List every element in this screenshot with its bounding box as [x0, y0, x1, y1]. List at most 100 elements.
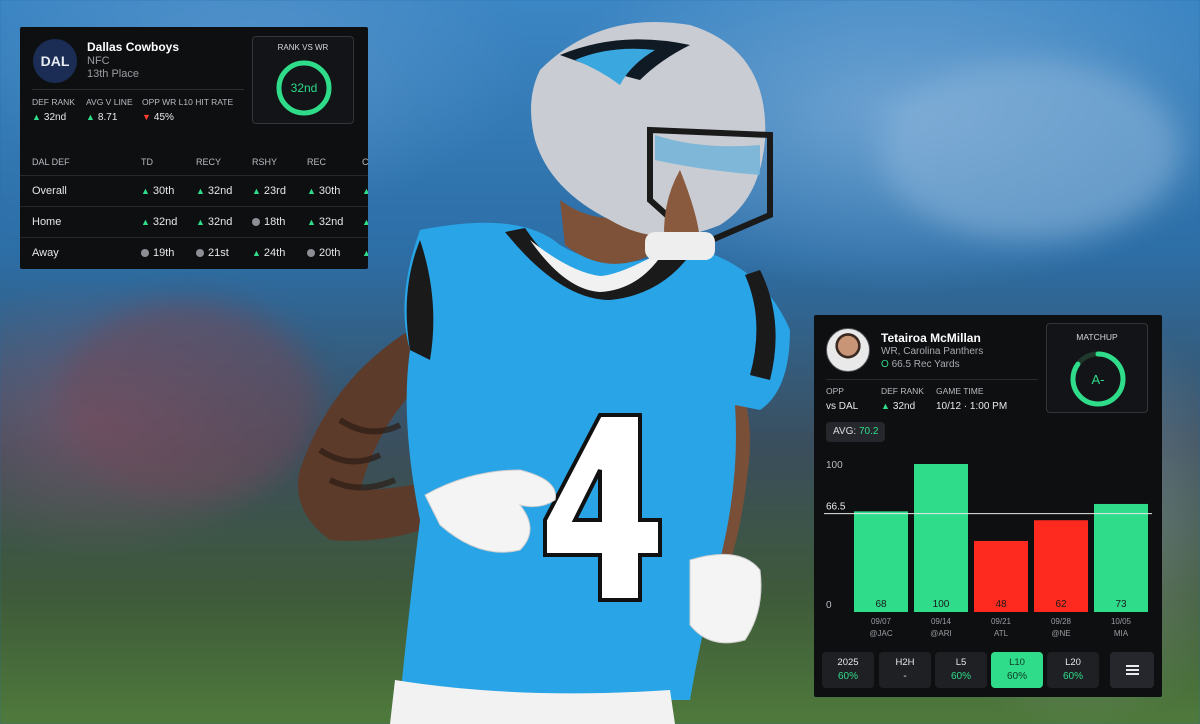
matchup-grade-card[interactable]: MATCHUP A-: [1046, 323, 1148, 413]
bar: [974, 540, 1028, 612]
prop-line: O 66.5 Rec Yards: [881, 359, 960, 370]
filter-hit-rate: -: [903, 671, 907, 682]
neutral-dot-icon: [307, 249, 315, 257]
bar-value-label: 62: [1055, 599, 1067, 610]
def-rank-label: DEF RANK: [32, 97, 75, 107]
filter-label: L10: [1009, 657, 1025, 668]
rank-cell: ▲: [362, 216, 368, 228]
prop-line-label: 66.5: [826, 502, 846, 513]
divider: [32, 89, 244, 90]
player-position-team: WR, Carolina Panthers: [881, 346, 984, 357]
filter-label: 2025: [837, 657, 859, 668]
game-time-value: 10/12 · 1:00 PM: [936, 401, 1008, 412]
rank-cell: 21st: [196, 247, 229, 259]
matchup-title: MATCHUP: [1076, 332, 1118, 342]
trend-up-icon: ▲: [196, 217, 205, 227]
row-label: Away: [32, 247, 59, 259]
rank-cell: 19th: [141, 247, 174, 259]
rank-vs-wr-card[interactable]: RANK VS WR 32nd: [252, 36, 354, 124]
rank-cell: ▲ 32nd: [196, 185, 233, 197]
table-header-recy: RECY: [196, 157, 222, 167]
matchup-grade: A-: [1092, 372, 1105, 387]
x-tick-opponent: @ARI: [930, 629, 951, 638]
menu-button[interactable]: [1110, 652, 1154, 688]
divider: [826, 379, 1038, 380]
rank-ring: 32nd: [276, 60, 332, 116]
def-rank-value: ▲ 32nd: [881, 401, 916, 412]
game-log-bar-chart: 100 0 68 09/07 @JAC 100 09/14 @ARI 48 09/21 ATL 62 0…: [824, 460, 1152, 638]
opp-hit-rate-value: ▼ 45%: [142, 112, 174, 123]
rank-cell: ▲ 30th: [307, 185, 341, 197]
x-tick-opponent: ATL: [994, 629, 1009, 638]
trend-up-icon: ▲: [32, 112, 41, 122]
trend-up-icon: ▲: [881, 401, 890, 411]
player-avatar: [826, 328, 870, 372]
trend-up-icon: ▲: [362, 248, 368, 258]
crowd-blur-left: [60, 300, 320, 500]
trend-up-icon: ▲: [252, 248, 261, 258]
team-place: 13th Place: [87, 68, 139, 80]
filter-hit-rate: 60%: [1006, 671, 1027, 682]
trend-up-icon: ▲: [252, 186, 261, 196]
neutral-dot-icon: [196, 249, 204, 257]
filter-hit-rate: 60%: [950, 671, 971, 682]
rank-cell: 20th: [307, 247, 340, 259]
rank-cell: ▲ 23rd: [252, 185, 286, 197]
bar: [854, 511, 908, 612]
bar-value-label: 48: [995, 599, 1007, 610]
filter-label: L20: [1065, 657, 1081, 668]
game-time-label: GAME TIME: [936, 386, 984, 396]
x-tick-date: 09/21: [991, 617, 1012, 626]
filter-2025[interactable]: 2025 60%: [822, 652, 874, 688]
trend-up-icon: ▲: [362, 186, 368, 196]
filter-l5[interactable]: L5 60%: [935, 652, 987, 688]
table-row: Overall ▲ 30th ▲ 32nd ▲ 23rd ▲ 30th ▲: [20, 175, 368, 206]
trend-up-icon: ▲: [86, 112, 95, 122]
table-header-rshy: RSHY: [252, 157, 278, 167]
rank-cell: ▲ 30th: [141, 185, 175, 197]
filter-hit-rate: 60%: [1062, 671, 1083, 682]
row-label: Overall: [32, 185, 67, 197]
neutral-dot-icon: [141, 249, 149, 257]
table-row: Home ▲ 32nd ▲ 32nd 18th ▲ 32nd ▲: [20, 206, 368, 237]
filter-h2h[interactable]: H2H -: [879, 652, 931, 688]
opp-hit-rate-label: OPP WR L10 HIT RATE: [142, 97, 234, 107]
bar: [1094, 503, 1148, 612]
table-header-rec: REC: [307, 157, 327, 167]
x-tick-date: 09/28: [1051, 617, 1072, 626]
def-rank-value: ▲ 32nd: [32, 112, 67, 123]
table-header-td: TD: [141, 157, 153, 167]
team-conference: NFC: [87, 55, 110, 67]
rank-card-title: RANK VS WR: [277, 43, 329, 52]
rank-ring-value: 32nd: [291, 81, 318, 95]
neutral-dot-icon: [252, 218, 260, 226]
team-name: Dallas Cowboys: [87, 40, 180, 54]
filter-l20[interactable]: L20 60%: [1047, 652, 1099, 688]
filter-label: H2H: [895, 657, 915, 668]
rank-cell: ▲ 24th: [252, 247, 286, 259]
bar: [1034, 520, 1088, 612]
avg-v-line-label: AVG V LINE: [86, 97, 133, 107]
over-indicator: O: [881, 359, 889, 370]
table-header-label: DAL DEF: [32, 157, 70, 167]
bar: [914, 464, 968, 612]
crowd-blur-right: [880, 60, 1180, 240]
player-prop-panel: Tetairoa McMillan WR, Carolina Panthers …: [814, 315, 1162, 697]
team-defense-panel: DAL Dallas Cowboys NFC 13th Place DEF RA…: [20, 27, 368, 269]
table-row: Away 19th 21st ▲ 24th 20th ▲: [20, 237, 368, 268]
trend-up-icon: ▲: [141, 217, 150, 227]
bar-value-label: 73: [1115, 599, 1127, 610]
filter-hit-rate: 60%: [837, 671, 858, 682]
rank-cell: ▲ 32nd: [196, 216, 233, 228]
def-rank-label: DEF RANK: [881, 386, 924, 396]
sample-filter-row: L20 60% L10 60% L5 60% H2H -2025 60%: [822, 652, 1154, 688]
hamburger-icon: [1125, 663, 1139, 677]
rank-cell: ▲ 32nd: [141, 216, 178, 228]
avg-v-line-value: ▲ 8.71: [86, 112, 118, 123]
x-tick-date: 09/14: [931, 617, 952, 626]
y-tick-label: 100: [826, 460, 843, 471]
trend-up-icon: ▲: [307, 186, 316, 196]
trend-up-icon: ▲: [141, 186, 150, 196]
filter-l10[interactable]: L10 60%: [991, 652, 1043, 688]
trend-up-icon: ▲: [307, 217, 316, 227]
